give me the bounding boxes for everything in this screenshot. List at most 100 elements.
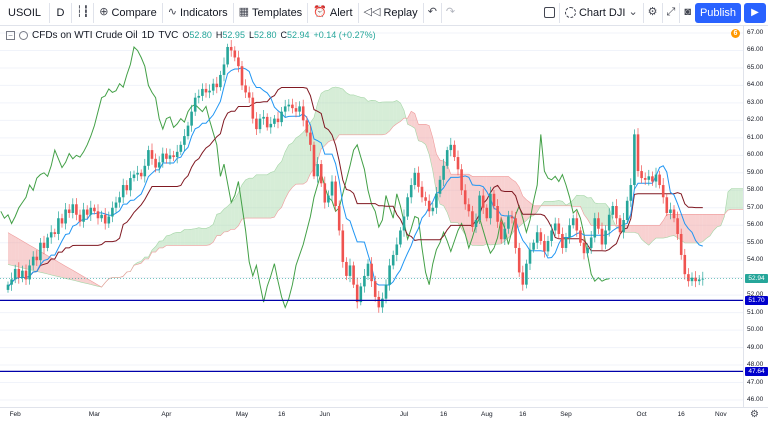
ichimoku-cloud	[717, 214, 721, 227]
candle-body	[85, 209, 89, 215]
candle-body	[661, 185, 665, 198]
candle-body	[658, 174, 661, 186]
ichimoku-cloud	[249, 178, 253, 219]
candle-body	[370, 263, 373, 282]
compare-button[interactable]: ⊕ Compare	[94, 2, 163, 23]
layout-icon	[564, 7, 576, 18]
ichimoku-cloud	[173, 232, 178, 246]
price-axis-label: 65.00	[747, 63, 764, 71]
undo-button[interactable]: ↶	[424, 2, 442, 23]
time-axis-label: Jun	[319, 411, 331, 418]
ichimoku-cloud	[220, 209, 224, 236]
layout-dropdown[interactable]: Chart DJI ⌄	[560, 2, 644, 23]
candle-body	[305, 120, 309, 133]
ichimoku-cloud	[152, 246, 156, 253]
candle-body	[323, 183, 327, 203]
ichimoku-cloud	[580, 195, 584, 215]
publish-button[interactable]: Publish	[695, 2, 741, 23]
legend-change: +0.14 (+0.27%)	[313, 30, 376, 40]
price-chart[interactable]	[0, 26, 743, 407]
ichimoku-cloud	[699, 214, 703, 244]
templates-button[interactable]: ▦ Templates	[234, 2, 309, 23]
symbol-search-input[interactable]: USOIL	[4, 2, 50, 23]
interval-button[interactable]: D	[50, 2, 72, 23]
time-axis-label: 16	[677, 411, 685, 418]
candle-body	[237, 57, 240, 67]
candle-body	[161, 153, 165, 163]
axis-settings-gear-icon[interactable]: ⚙	[750, 409, 759, 420]
candle-body	[121, 185, 125, 198]
fullscreen-button[interactable]: ⤢	[663, 2, 681, 23]
bar-style-button[interactable]: ┆┇	[72, 2, 95, 23]
info-badge[interactable]: 6	[731, 29, 740, 38]
candle-body	[546, 240, 550, 252]
candle-body	[258, 118, 262, 130]
ichimoku-cloud	[429, 125, 433, 171]
collapse-legend-button[interactable]: −	[6, 30, 15, 40]
candle-body	[129, 178, 132, 191]
indicators-button[interactable]: ∿ Indicators	[163, 2, 234, 23]
price-axis-label: 60.00	[747, 151, 764, 159]
ichimoku-cloud	[551, 201, 556, 206]
candle-body	[622, 219, 625, 233]
play-button[interactable]: ▶	[744, 2, 766, 23]
symbol-logo-icon	[19, 30, 28, 40]
replay-button[interactable]: ◁◁ Replay	[359, 2, 424, 23]
price-axis-label: 55.00	[747, 238, 764, 246]
ichimoku-cloud	[666, 214, 671, 238]
candle-body	[226, 46, 229, 65]
candle-body	[291, 104, 294, 109]
ichimoku-cloud	[339, 87, 343, 135]
ichimoku-cloud	[11, 234, 16, 267]
ichimoku-cloud	[155, 241, 160, 253]
ichimoku-cloud	[494, 176, 498, 245]
lagging-span	[0, 46, 610, 309]
ichimoku-cloud	[245, 178, 250, 219]
time-axis-label: Feb	[9, 411, 21, 418]
candle-body	[78, 214, 82, 222]
candle-body	[229, 46, 233, 51]
candle-body	[435, 193, 438, 208]
candle-body	[330, 181, 334, 196]
candle-body	[669, 209, 672, 214]
ichimoku-cloud	[364, 97, 368, 135]
ichimoku-cloud	[710, 214, 714, 236]
candle-body	[345, 261, 348, 276]
ichimoku-cloud	[407, 111, 412, 126]
ichimoku-cloud	[263, 174, 268, 219]
candle-body	[186, 125, 190, 137]
fullscreen-box-button[interactable]	[540, 2, 560, 23]
price-axis[interactable]: 67.00 66.00 65.00 64.00 63.00 62.00 61.00 60.00…	[743, 26, 768, 407]
ichimoku-cloud	[555, 200, 559, 206]
candle-body	[348, 265, 352, 276]
layout-label: Chart DJI	[578, 6, 626, 19]
candle-body	[319, 164, 323, 184]
candle-body	[456, 157, 460, 170]
ichimoku-cloud	[638, 225, 642, 240]
ichimoku-cloud	[58, 261, 62, 278]
candle-body	[179, 144, 183, 152]
candle-body	[643, 178, 647, 180]
leading-span-a	[7, 86, 743, 288]
time-axis[interactable]: ⚙ Feb Mar Apr May 16 Jun Jul 16 Aug 16 Sep Oct 16 Nov	[0, 407, 768, 421]
candle-body	[615, 206, 618, 219]
time-axis-label: Mar	[88, 411, 100, 418]
candle-body	[100, 214, 103, 219]
alert-button[interactable]: ⏰ Alert	[308, 2, 359, 23]
ichimoku-cloud	[389, 101, 394, 132]
ichimoku-cloud	[144, 257, 149, 259]
candle-body	[395, 244, 399, 255]
candle-body	[233, 50, 237, 58]
redo-button[interactable]: ↷	[442, 3, 459, 23]
price-axis-label: 66.00	[747, 46, 764, 54]
ichimoku-cloud	[180, 229, 185, 246]
candle-body	[316, 164, 319, 177]
snapshot-button[interactable]: ◙	[680, 3, 695, 23]
ichimoku-cloud	[548, 201, 552, 206]
price-axis-label: 67.00	[747, 28, 764, 36]
settings-button[interactable]: ⚙	[644, 2, 663, 23]
ichimoku-cloud	[648, 225, 653, 246]
ichimoku-cloud	[8, 232, 12, 266]
leading-span-b	[7, 110, 743, 288]
candle-body	[525, 263, 528, 285]
